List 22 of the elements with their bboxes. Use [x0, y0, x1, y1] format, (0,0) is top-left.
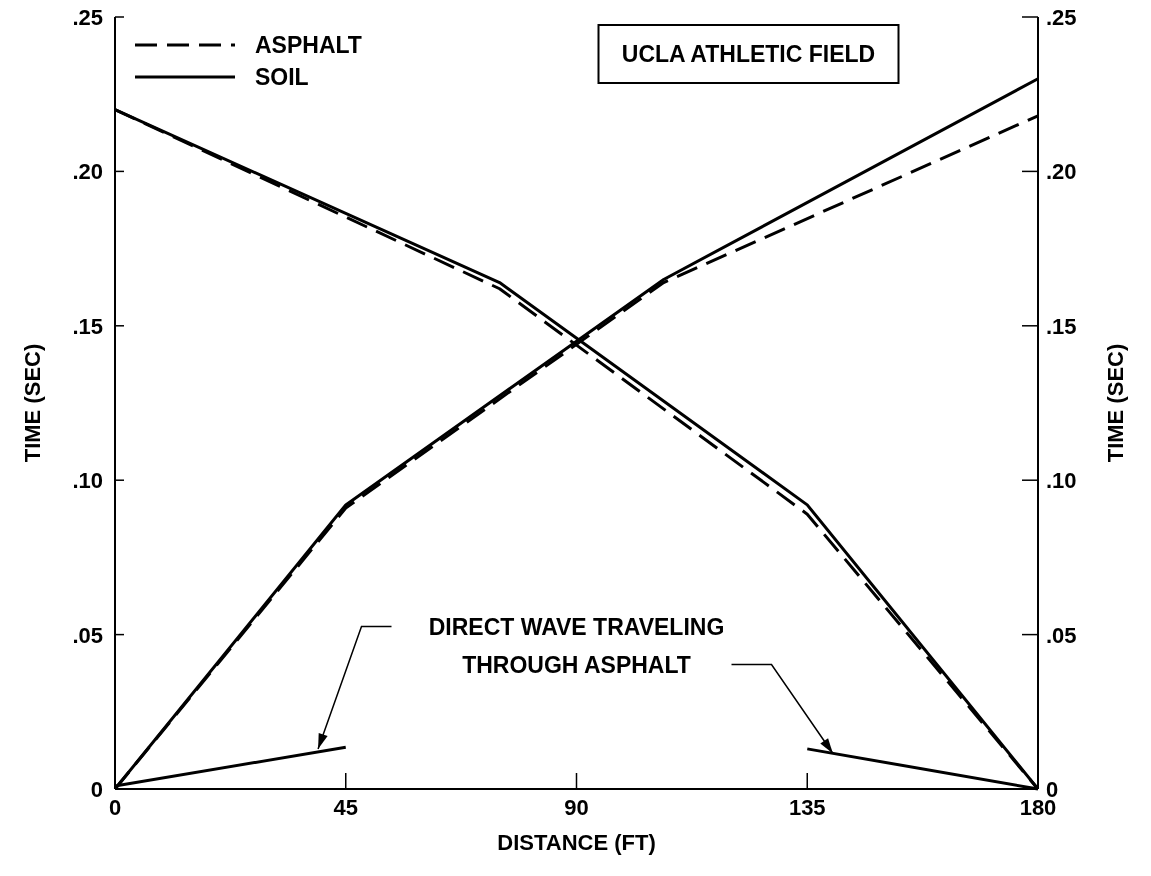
x-axis-title: DISTANCE (FT) — [497, 830, 656, 855]
y2-tick-label: .15 — [1046, 313, 1077, 339]
y-tick-label: .05 — [72, 622, 103, 648]
y-tick-label: .15 — [72, 313, 103, 339]
x-tick-label: 135 — [788, 795, 826, 820]
legend-label: ASPHALT — [255, 32, 362, 58]
annotation: DIRECT WAVE TRAVELING THROUGH ASPHALT — [428, 613, 725, 678]
y2-tick-label: .05 — [1046, 622, 1077, 648]
y2-tick-label: .20 — [1046, 159, 1077, 185]
y-tick-label: .25 — [72, 5, 103, 30]
y2-tick-label: .25 — [1046, 5, 1077, 30]
y2-tick-label: .10 — [1046, 468, 1077, 494]
y-tick-label: .10 — [72, 468, 103, 494]
legend-label: SOIL — [255, 64, 309, 90]
x-tick-label: 45 — [333, 795, 358, 820]
x-tick-label: 90 — [564, 795, 589, 820]
text: UCLA ATHLETIC FIELD — [621, 41, 876, 67]
y2-axis-title: TIME (SEC) — [1103, 343, 1128, 463]
y-tick-label: 0 — [90, 777, 103, 802]
y-axis-title: TIME (SEC) — [20, 343, 45, 463]
y-tick-label: .20 — [72, 159, 103, 185]
x-tick-label: 0 — [108, 795, 122, 820]
